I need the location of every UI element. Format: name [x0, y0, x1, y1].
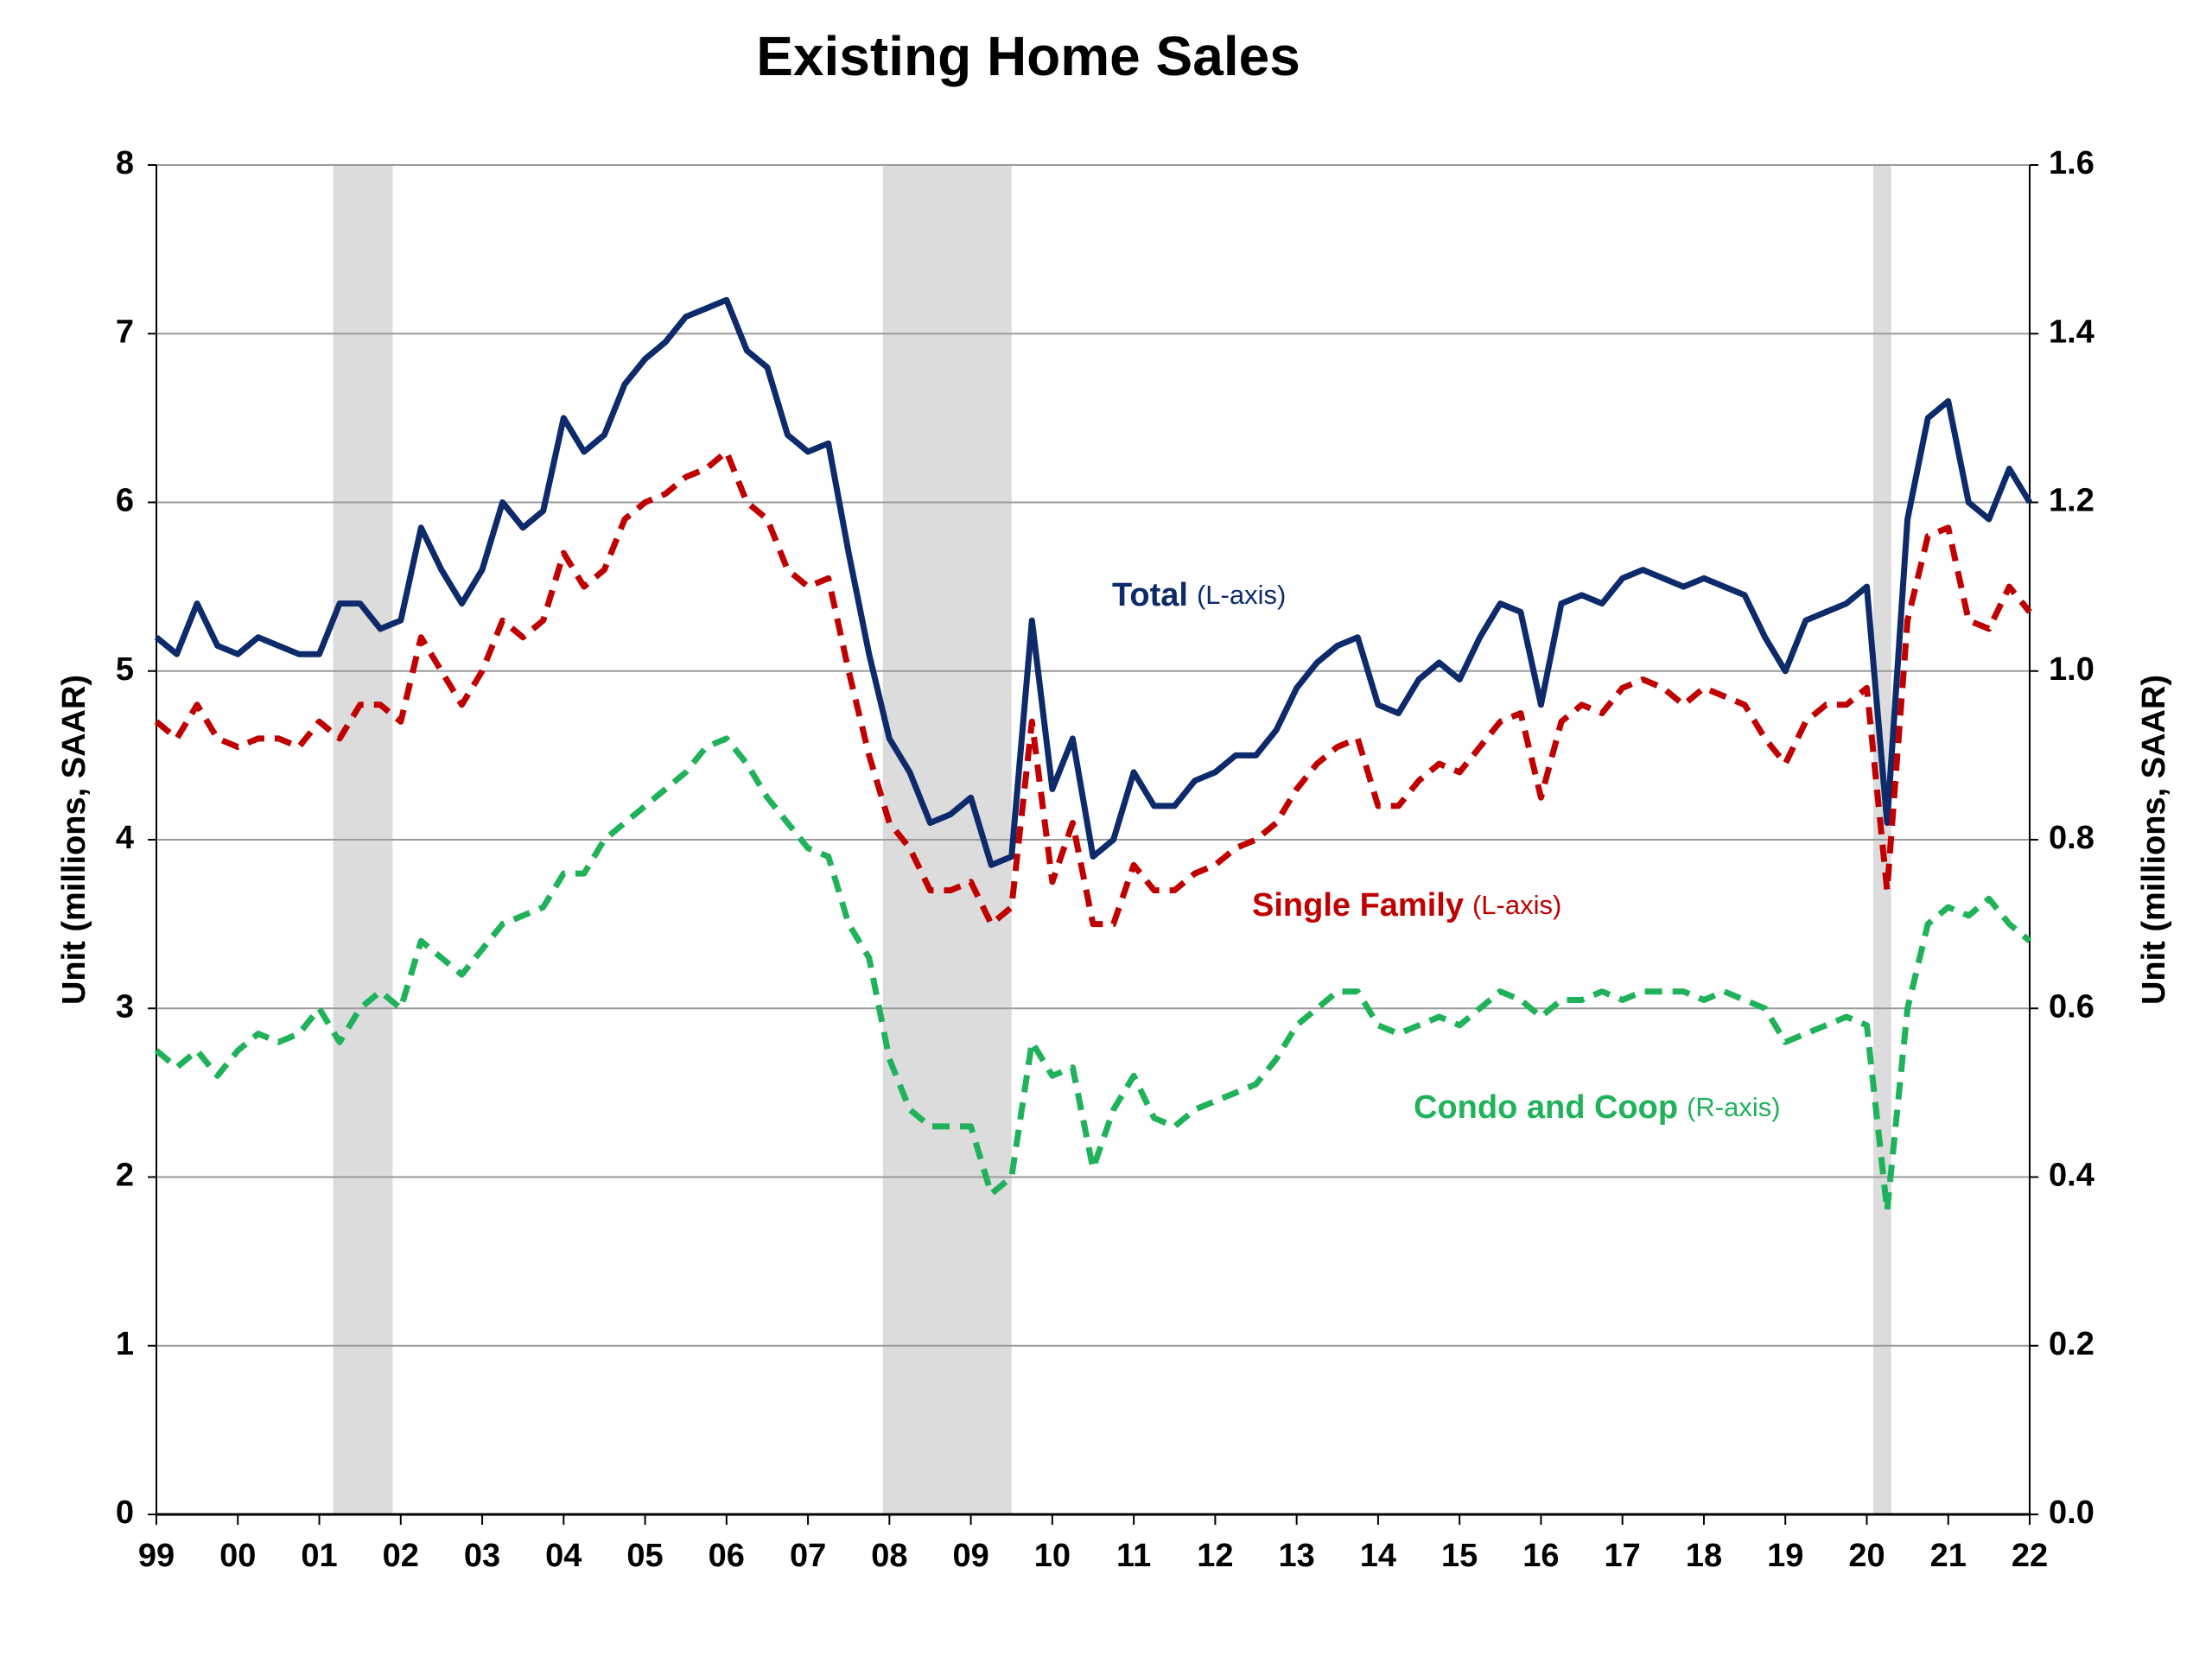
x-tick-label: 18 — [1686, 1538, 1722, 1574]
y2-axis-title: Unit (millions, SAAR) — [2136, 675, 2172, 1005]
y2-tick-label: 1.0 — [2049, 651, 2094, 688]
x-tick-label: 09 — [952, 1538, 988, 1574]
series-line — [154, 735, 2032, 1214]
y-axis-title: Unit (millions, SAAR) — [56, 675, 92, 1005]
chart-title: Existing Home Sales — [756, 25, 1300, 87]
series-name: Single Family — [1252, 887, 1464, 924]
x-tick-label: 02 — [383, 1538, 419, 1574]
x-tick-label: 19 — [1767, 1538, 1803, 1574]
series-label: Condo and Coop (R-axis) — [1414, 1089, 1781, 1126]
y2-tick-label: 1.6 — [2049, 145, 2094, 181]
x-tick-label: 99 — [138, 1538, 175, 1574]
y-tick-label: 1 — [116, 1326, 134, 1362]
y2-tick-label: 1.2 — [2049, 483, 2094, 519]
x-tick-label: 01 — [301, 1538, 337, 1574]
series-axis-note: (L-axis) — [1197, 580, 1286, 610]
y-tick-label: 6 — [116, 483, 134, 519]
y-tick-label: 5 — [116, 651, 134, 688]
x-tick-label: 15 — [1441, 1538, 1478, 1574]
y-tick-label: 0 — [116, 1495, 134, 1531]
x-tick-label: 10 — [1034, 1538, 1071, 1574]
x-tick-label: 05 — [626, 1538, 663, 1574]
y-tick-label: 7 — [116, 314, 134, 350]
y-tick-label: 4 — [116, 820, 134, 856]
series-label: Single Family (L-axis) — [1252, 887, 1561, 924]
series-label: Total (L-axis) — [1112, 577, 1286, 613]
series-axis-note: (L-axis) — [1472, 890, 1561, 920]
x-tick-label: 08 — [871, 1538, 907, 1574]
x-tick-label: 14 — [1360, 1538, 1396, 1574]
x-tick-label: 06 — [709, 1538, 745, 1574]
y2-tick-label: 0.0 — [2049, 1495, 2094, 1531]
x-tick-label: 03 — [464, 1538, 500, 1574]
x-tick-label: 17 — [1605, 1538, 1641, 1574]
y-tick-label: 2 — [116, 1158, 134, 1194]
y2-tick-label: 1.4 — [2049, 314, 2094, 350]
x-tick-label: 12 — [1197, 1538, 1233, 1574]
x-tick-label: 21 — [1930, 1538, 1967, 1574]
x-tick-label: 07 — [790, 1538, 826, 1574]
series-name: Condo and Coop — [1414, 1089, 1678, 1126]
y-tick-label: 3 — [116, 988, 134, 1025]
x-tick-label: 20 — [1848, 1538, 1885, 1574]
series-axis-note: (R-axis) — [1687, 1092, 1781, 1122]
x-tick-label: 13 — [1279, 1538, 1315, 1574]
y2-tick-label: 0.8 — [2049, 820, 2094, 856]
series-line — [154, 296, 2032, 868]
y-tick-label: 8 — [116, 145, 134, 181]
x-tick-label: 16 — [1522, 1538, 1559, 1574]
x-tick-label: 11 — [1116, 1538, 1151, 1574]
y2-tick-label: 0.4 — [2049, 1158, 2094, 1194]
x-tick-label: 04 — [545, 1538, 582, 1574]
y2-tick-label: 0.2 — [2049, 1326, 2094, 1362]
series-line — [154, 448, 2032, 928]
x-tick-label: 00 — [219, 1538, 256, 1574]
series-name: Total — [1112, 577, 1188, 613]
x-tick-label: 22 — [2012, 1538, 2048, 1574]
y2-tick-label: 0.6 — [2049, 988, 2094, 1025]
